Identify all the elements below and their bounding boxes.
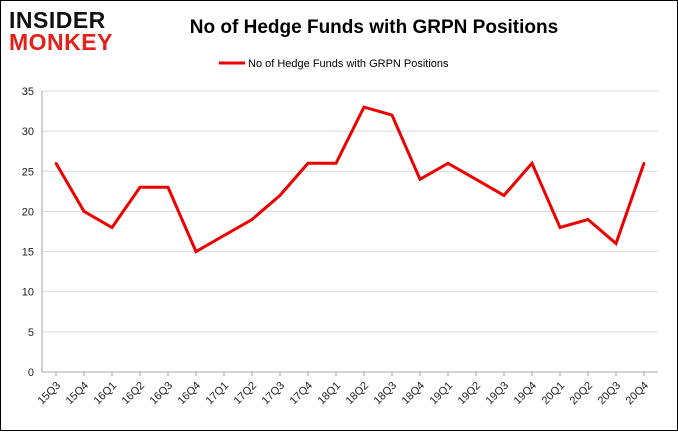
data-point-20Q2 <box>586 218 590 221</box>
data-point-16Q1 <box>110 226 114 229</box>
x-tick-label-17Q1: 17Q1 <box>204 380 232 408</box>
x-tick-labels: 15Q3 15Q4 16Q1 16Q2 16Q3 16Q4 17Q1 17Q2 17Q3 17Q4… <box>36 380 652 408</box>
gridlines <box>42 90 658 333</box>
data-point-20Q4 <box>642 162 646 165</box>
data-point-18Q4 <box>418 178 422 181</box>
data-point-18Q3 <box>390 113 394 117</box>
data-point-20Q3 <box>614 242 618 245</box>
data-point-18Q2 <box>362 105 366 109</box>
y-tick-label-0: 0 <box>28 367 34 379</box>
y-tick-label-25: 25 <box>22 166 34 178</box>
data-point-19Q4 <box>530 162 534 165</box>
data-point-16Q2 <box>138 186 142 189</box>
y-tick-label-15: 15 <box>22 247 34 259</box>
x-tick-label-19Q1: 19Q1 <box>428 380 456 408</box>
x-tick-label-17Q3: 17Q3 <box>260 380 288 408</box>
y-tick-label-35: 35 <box>22 86 34 98</box>
series-group <box>54 105 646 254</box>
x-tick-label-20Q1: 20Q1 <box>540 380 568 408</box>
x-tick-label-16Q2: 16Q2 <box>120 380 148 408</box>
x-tick-label-15Q3: 15Q3 <box>36 380 64 408</box>
x-tick-label-18Q4: 18Q4 <box>400 380 428 408</box>
y-tick-label-20: 20 <box>22 206 34 218</box>
data-point-20Q1 <box>558 226 562 229</box>
logo-line-2: MONKEY <box>9 29 113 55</box>
legend: No of Hedge Funds with GRPN Positions <box>219 58 449 70</box>
x-tick-label-19Q3: 19Q3 <box>484 380 512 408</box>
data-point-17Q3 <box>278 194 282 197</box>
x-tick-label-19Q2: 19Q2 <box>456 380 484 408</box>
x-tick-label-16Q3: 16Q3 <box>148 380 176 408</box>
x-tick-label-17Q4: 17Q4 <box>288 380 316 408</box>
data-point-15Q4 <box>82 210 86 213</box>
logo-line-1: INSIDER <box>9 7 106 33</box>
x-tick-label-20Q4: 20Q4 <box>624 380 652 408</box>
x-tick-label-15Q4: 15Q4 <box>64 380 92 408</box>
x-tick-label-17Q2: 17Q2 <box>232 380 260 408</box>
x-tick-label-18Q2: 18Q2 <box>344 380 372 408</box>
x-tick-label-18Q1: 18Q1 <box>316 380 344 408</box>
data-point-18Q1 <box>334 162 338 165</box>
y-tick-label-5: 5 <box>28 327 34 339</box>
y-tick-label-10: 10 <box>22 287 34 299</box>
x-tick-label-20Q2: 20Q2 <box>568 380 596 408</box>
data-point-17Q1 <box>222 234 226 237</box>
x-tick-label-19Q4: 19Q4 <box>512 380 540 408</box>
x-tick-label-20Q3: 20Q3 <box>596 380 624 408</box>
data-point-17Q4 <box>306 162 310 165</box>
series-line-0 <box>54 105 646 254</box>
x-tick-label-18Q3: 18Q3 <box>372 380 400 408</box>
x-tick-label-16Q4: 16Q4 <box>176 380 204 408</box>
data-point-15Q3 <box>54 162 58 165</box>
data-point-19Q1 <box>446 162 450 165</box>
legend-label: No of Hedge Funds with GRPN Positions <box>248 58 449 70</box>
chart-title: No of Hedge Funds with GRPN Positions <box>189 17 559 38</box>
y-tick-label-30: 30 <box>22 126 34 138</box>
data-point-17Q2 <box>250 218 254 221</box>
axes <box>41 91 658 376</box>
data-point-16Q4 <box>194 250 198 253</box>
data-point-16Q3 <box>166 186 170 189</box>
data-point-19Q2 <box>474 178 478 181</box>
x-tick-label-16Q1: 16Q1 <box>92 380 120 408</box>
insider-monkey-logo: INSIDER MONKEY <box>9 9 127 57</box>
y-tick-labels: 0 5 10 15 20 25 30 35 <box>22 86 34 379</box>
data-point-19Q3 <box>502 194 506 197</box>
